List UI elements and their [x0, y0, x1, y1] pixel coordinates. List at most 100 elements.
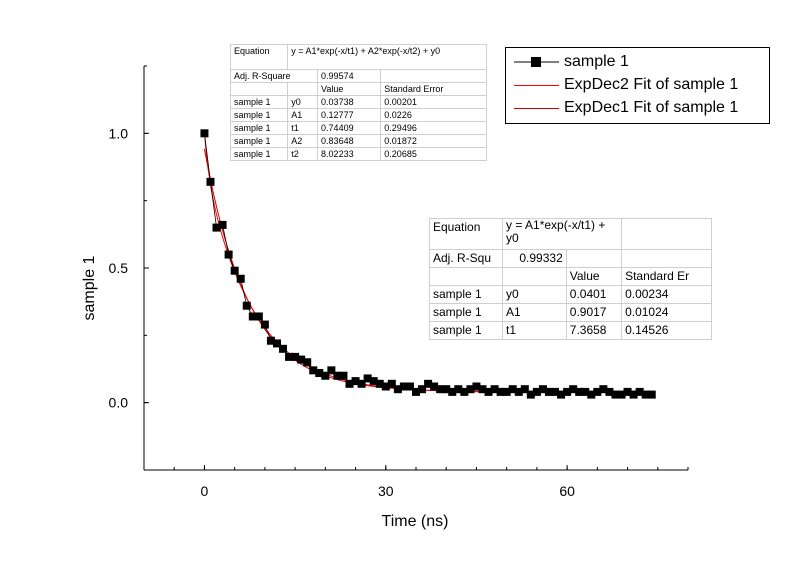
y-axis-label: sample 1 [81, 255, 98, 320]
data-point [279, 344, 288, 353]
data-point [303, 358, 312, 367]
data-point [593, 387, 602, 396]
data-point [315, 369, 324, 378]
x-tick-label: 60 [559, 483, 575, 499]
data-point [430, 382, 439, 391]
data-point [514, 387, 523, 396]
data-point [412, 387, 420, 396]
data-point [357, 379, 366, 388]
data-point [466, 385, 475, 394]
stderr-header: Standard Error [380, 82, 487, 96]
legend-item-expdec2: ExpDec2 Fit of sample 1 [506, 74, 769, 96]
data-point [647, 390, 656, 399]
x-axis-label: Time (ns) [382, 513, 449, 530]
data-point [291, 352, 300, 361]
expdec1-fit-table: Equation y = A1*exp(-x/t1) + y0 Adj. R-S… [429, 218, 712, 340]
data-point [236, 274, 245, 283]
data-point [333, 371, 342, 380]
table-row: sample 1 t1 7.3658 0.14526 [429, 321, 712, 340]
data-point [617, 390, 626, 399]
data-point [345, 379, 354, 388]
data-point [418, 385, 427, 394]
legend-label: sample 1 [564, 53, 629, 70]
data-point [369, 377, 378, 386]
legend-label: ExpDec1 Fit of sample 1 [564, 99, 739, 116]
data-point [309, 366, 318, 375]
r-square-value: 0.99574 [317, 69, 382, 83]
data-point [544, 387, 553, 396]
data-point [375, 379, 384, 388]
data-point [285, 352, 294, 361]
data-point [460, 387, 469, 396]
data-point [206, 177, 215, 186]
stderr-header: Standard Er [621, 267, 712, 286]
plot-axes: 0 30 60 0.0 0.5 1.0 [109, 65, 689, 499]
data-point [424, 379, 433, 388]
legend-line-icon [514, 85, 559, 86]
data-point [502, 387, 511, 396]
data-point [605, 387, 614, 396]
legend-line-icon [514, 108, 559, 109]
data-point [599, 385, 608, 394]
data-point [496, 387, 505, 396]
y-tick-label: 0.0 [109, 395, 129, 411]
data-point [387, 379, 396, 388]
data-point [212, 223, 221, 232]
data-point [526, 390, 535, 399]
data-point [297, 355, 306, 364]
y-tick-label: 0.5 [109, 260, 129, 276]
equation-label: Equation [229, 44, 289, 70]
expdec2-fit-table: Equation y = A1*exp(-x/t1) + A2*exp(-x/t… [229, 44, 487, 161]
legend-label: ExpDec2 Fit of sample 1 [564, 76, 739, 93]
value-header: Value [317, 82, 382, 96]
legend-item-expdec1: ExpDec1 Fit of sample 1 [506, 97, 769, 119]
data-point [532, 387, 541, 396]
x-tick-label: 30 [378, 483, 394, 499]
table-row: sample 1 A2 0.83648 0.01872 [229, 134, 487, 148]
data-point [351, 377, 360, 386]
data-point [200, 129, 209, 138]
equation-label: Equation [429, 218, 503, 250]
table-row: sample 1 y0 0.03738 0.00201 [229, 95, 487, 109]
data-point [381, 382, 390, 391]
data-point [641, 390, 650, 399]
data-point [254, 312, 263, 321]
data-points [200, 129, 656, 399]
data-point [363, 374, 372, 383]
equation-text: y = A1*exp(-x/t1) + y0 [501, 218, 623, 250]
data-point [484, 387, 493, 396]
data-point [569, 385, 578, 394]
data-point [623, 387, 632, 396]
data-point [563, 387, 572, 396]
data-point [557, 390, 566, 399]
data-point [442, 385, 451, 394]
data-point [478, 385, 487, 394]
data-point [260, 320, 269, 329]
legend-item-sample: sample 1 [506, 51, 769, 73]
data-point [218, 220, 227, 229]
data-point [448, 387, 457, 396]
y-tick-label: 1.0 [109, 125, 129, 141]
chart-legend: sample 1 ExpDec2 Fit of sample 1 ExpDec1… [505, 47, 770, 124]
data-point [230, 266, 239, 275]
data-point [587, 390, 596, 399]
data-point [248, 312, 257, 321]
r-square-value: 0.99332 [502, 249, 567, 268]
table-row: sample 1 t1 0.74409 0.29496 [229, 121, 487, 135]
data-point [399, 382, 408, 391]
data-point [508, 385, 517, 394]
data-point [405, 382, 414, 391]
data-point [266, 336, 275, 345]
data-point [224, 250, 233, 259]
data-point [436, 385, 445, 394]
data-point [454, 385, 463, 394]
data-point [520, 385, 529, 394]
data-point [327, 366, 336, 375]
data-point [272, 339, 281, 348]
data-point [611, 390, 620, 399]
table-row: sample 1 A1 0.9017 0.01024 [429, 303, 712, 322]
data-point [472, 382, 481, 391]
data-point [490, 385, 499, 394]
data-point [581, 387, 590, 396]
